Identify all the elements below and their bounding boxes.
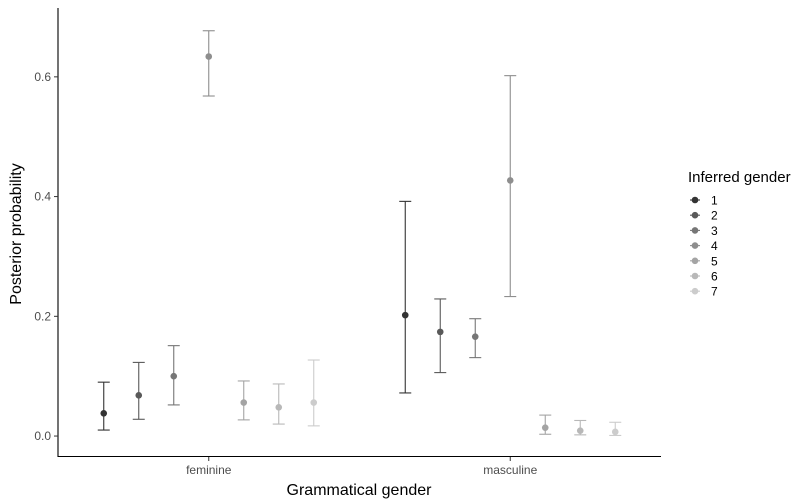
legend-label: 2: [711, 209, 718, 223]
data-point: [205, 53, 213, 60]
legend-label: 5: [711, 254, 718, 268]
legend-key-point: [691, 257, 699, 265]
data-point: [310, 399, 318, 406]
x-axis-title: Grammatical gender: [287, 482, 433, 499]
data-point-group: [132, 361, 145, 420]
data-point: [275, 404, 283, 411]
plot-marks: [97, 30, 622, 436]
y-ticks: 0.0 0.2 0.4 0.6: [34, 70, 58, 443]
data-point-group: [202, 30, 215, 97]
axes: [57, 8, 661, 458]
data-point-group: [574, 419, 587, 436]
legend-item: 5: [690, 254, 718, 268]
legend-label: 1: [711, 194, 718, 208]
y-axis-title: Posterior probability: [8, 163, 25, 304]
data-point: [541, 424, 549, 431]
legend-label: 6: [711, 270, 718, 284]
legend-item: 4: [690, 239, 718, 253]
legend-label: 7: [711, 285, 718, 299]
data-point: [576, 427, 584, 434]
legend-key-point: [691, 211, 699, 219]
data-point-group: [272, 383, 285, 425]
legend-label: 4: [711, 239, 718, 253]
y-tick-label: 0.2: [34, 309, 51, 323]
data-point: [611, 428, 619, 436]
x-tick-label: feminine: [186, 463, 232, 477]
data-point: [170, 372, 178, 380]
data-point-group: [469, 318, 482, 359]
data-point-group: [434, 298, 447, 374]
data-point: [506, 177, 514, 184]
data-point: [240, 399, 248, 406]
data-point-group: [504, 75, 517, 298]
data-point: [100, 409, 108, 417]
legend-key-point: [691, 242, 699, 249]
legend-item: 1: [690, 194, 718, 208]
data-point-group: [609, 421, 622, 436]
data-point: [401, 311, 409, 319]
legend-title: Inferred gender: [688, 169, 791, 186]
data-point-group: [167, 345, 180, 406]
legend-item: 3: [690, 224, 718, 238]
data-point-group: [97, 381, 110, 431]
data-point: [471, 333, 479, 340]
x-tick-label: masculine: [483, 463, 537, 477]
y-tick-label: 0.4: [34, 190, 51, 204]
legend-label: 3: [711, 224, 718, 238]
data-point-group: [539, 414, 552, 435]
y-tick-label: 0.6: [34, 70, 51, 84]
legend-item: 2: [690, 209, 718, 223]
legend-item: 6: [690, 270, 718, 284]
legend-key-point: [691, 287, 699, 295]
data-point-group: [307, 359, 320, 427]
legend-key-point: [691, 272, 699, 280]
legend-key-point: [691, 227, 699, 234]
data-point-group: [399, 200, 412, 394]
data-point-group: [237, 380, 250, 421]
legend-item: 7: [690, 285, 718, 299]
x-ticks: feminine masculine: [186, 457, 538, 477]
y-tick-label: 0.0: [34, 429, 51, 443]
legend-key-point: [691, 196, 699, 204]
data-point: [436, 328, 444, 336]
data-point: [135, 392, 143, 399]
